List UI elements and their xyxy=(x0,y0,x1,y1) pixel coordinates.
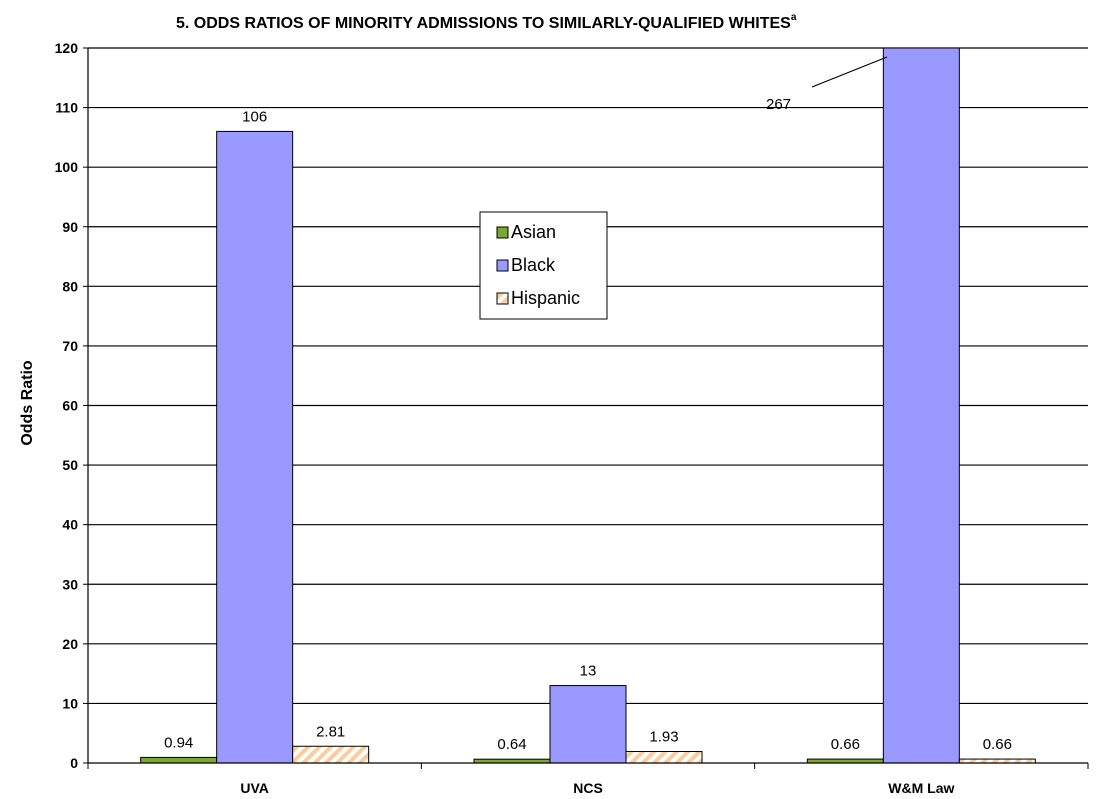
legend: Asian Black Hispanic xyxy=(479,211,608,320)
bar-black-ncs xyxy=(549,685,627,764)
bar-hispanic-ncs xyxy=(625,751,703,764)
y-tick-label: 10 xyxy=(62,695,78,711)
y-axis-label: Odds Ratio xyxy=(19,360,36,446)
legend-swatch-black xyxy=(496,259,509,272)
legend-swatch-asian xyxy=(496,226,509,239)
legend-swatch-hispanic xyxy=(496,292,509,305)
bar-hispanic-uva xyxy=(292,745,370,764)
x-axis: UVA NCS W&M Law xyxy=(87,48,1089,796)
y-tick-label: 30 xyxy=(62,576,78,592)
y-tick-label: 80 xyxy=(62,278,78,294)
y-tick-label: 20 xyxy=(62,636,78,652)
data-label: 2.81 xyxy=(316,723,345,740)
annotation-leader-line xyxy=(811,56,888,88)
data-label: 0.66 xyxy=(831,736,860,753)
data-label: 0.64 xyxy=(497,736,526,753)
x-tick-label: W&M Law xyxy=(888,780,954,796)
y-tick-label: 60 xyxy=(62,398,78,414)
data-label: 0.94 xyxy=(164,734,193,751)
chart-title-text: 5. ODDS RATIOS OF MINORITY ADMISSIONS TO… xyxy=(176,15,791,32)
annotation-label-267: 267 xyxy=(766,96,791,113)
data-labels: 0.94 0.64 0.66 106 13 2.81 1.93 0.66 xyxy=(164,108,1012,753)
x-tick-label: NCS xyxy=(573,780,603,796)
data-label: 1.93 xyxy=(649,729,678,746)
chart-title-superscript: a xyxy=(791,12,797,23)
y-tick-label: 110 xyxy=(55,100,78,116)
data-label: 106 xyxy=(242,108,267,125)
y-tick-label: 70 xyxy=(62,338,78,354)
chart-title: 5. ODDS RATIOS OF MINORITY ADMISSIONS TO… xyxy=(176,12,797,32)
y-tick-label: 100 xyxy=(55,159,79,175)
bar-black-w-m-law xyxy=(882,47,960,764)
bar-black-uva xyxy=(216,130,294,764)
bars xyxy=(140,47,1036,764)
y-tick-label: 120 xyxy=(55,40,79,56)
y-tick-label: 40 xyxy=(62,517,78,533)
y-tick-label: 50 xyxy=(62,457,78,473)
y-axis-ticks: 0 10 20 30 40 50 60 70 80 90 100 110 120 xyxy=(55,40,88,771)
legend-label-black: Black xyxy=(511,255,556,275)
y-tick-label: 90 xyxy=(62,219,78,235)
legend-label-hispanic: Hispanic xyxy=(511,288,580,308)
y-tick-label: 0 xyxy=(70,755,78,771)
data-label: 13 xyxy=(580,663,597,680)
bar-asian-uva xyxy=(140,756,218,764)
x-tick-label: UVA xyxy=(240,780,269,796)
data-label: 0.66 xyxy=(983,736,1012,753)
legend-label-asian: Asian xyxy=(511,222,556,242)
